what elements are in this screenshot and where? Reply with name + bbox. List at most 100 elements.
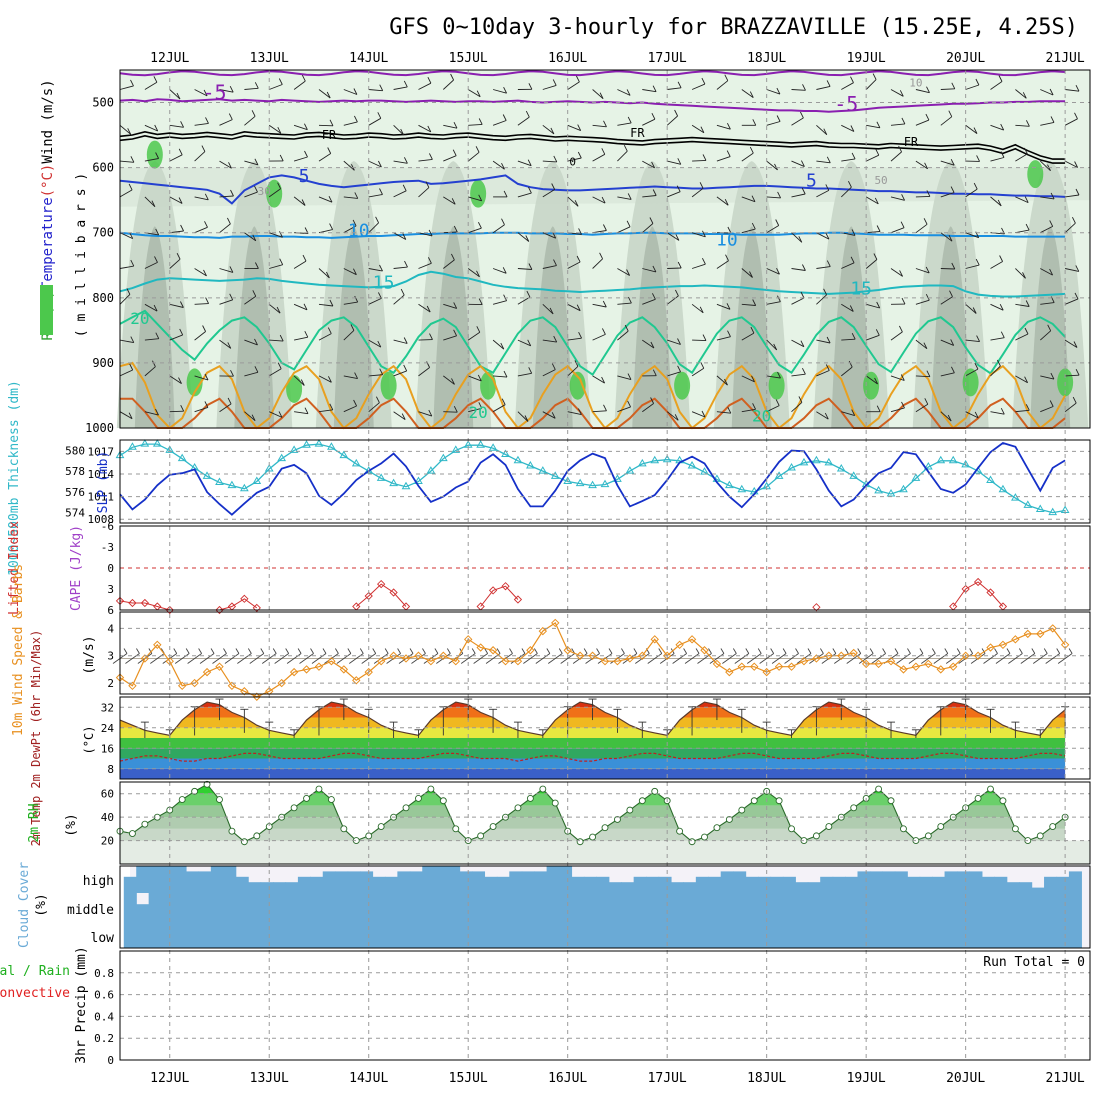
wind-barb (998, 75, 1003, 82)
tick-label: 3 (107, 583, 114, 596)
wind-barb (318, 375, 332, 383)
cloud-bar-low (1056, 921, 1070, 948)
cloud-bar-high (360, 871, 374, 893)
cloud-bar-high (708, 876, 722, 893)
wind10m-point (613, 656, 622, 666)
cloud-bar-middle (123, 893, 137, 921)
wind-barb (153, 304, 158, 312)
wind-barb (178, 377, 182, 384)
wind-barb (841, 82, 854, 90)
wind10m-point (712, 659, 722, 669)
wind10m-barb (597, 653, 613, 664)
wind-barb (277, 182, 282, 189)
wind-barb (301, 74, 306, 82)
wind-barb (623, 144, 628, 152)
rh2m-point (601, 824, 609, 832)
wind10m-barb (796, 653, 812, 664)
cloud-bar-high (123, 876, 137, 893)
thickness-point (302, 440, 311, 448)
cloud-bar-low (994, 921, 1008, 948)
wind-barb (950, 339, 955, 346)
lifted-index-line (355, 583, 407, 607)
thickness-point (687, 460, 697, 469)
wind-barb (230, 189, 234, 197)
tick-label: 600 (92, 161, 114, 175)
wind-barb (990, 303, 1004, 311)
rh2m-point (937, 823, 945, 830)
cloud-bar-low (745, 921, 759, 948)
wind-barb (329, 403, 334, 411)
cloud-bar-high (422, 866, 436, 893)
wind-barb (890, 151, 902, 162)
wind-barb (751, 375, 755, 383)
wind-barb (691, 367, 705, 377)
wind-barb (1040, 89, 1054, 96)
wind10m-barb (471, 648, 476, 654)
wind-barb (890, 89, 904, 97)
date-label-top: 18JUL (747, 51, 786, 66)
wind-barb (1015, 333, 1029, 341)
cloud-bar-middle (919, 893, 933, 921)
wind-barb (950, 366, 955, 374)
wind-barb (467, 268, 480, 278)
wind-barb (176, 92, 181, 100)
rh2m-point (875, 785, 883, 793)
wind10m-point (961, 651, 970, 660)
temperature-contour-20 (119, 309, 1066, 377)
wind-barb (318, 268, 330, 279)
wind-barb (674, 414, 679, 421)
cloud-bar-high (658, 876, 672, 893)
wind-barb (626, 269, 631, 276)
thickness-point (812, 455, 821, 464)
wind10m-point (575, 651, 585, 660)
cloud-bar-low (546, 921, 560, 948)
wind-barb (577, 151, 582, 159)
rh2m-point (128, 830, 136, 837)
wind-barb (318, 409, 333, 413)
cloud-bar-high (596, 876, 610, 893)
wind-barb (1040, 196, 1055, 200)
cloud-bar-low (161, 921, 175, 948)
wind-barb (925, 266, 930, 274)
wind-barb (426, 305, 431, 313)
wind-barb (766, 89, 781, 95)
rh2m-point (825, 823, 833, 830)
wind-barb (450, 73, 455, 81)
wind-barb (940, 268, 955, 270)
cloud-bar-high (136, 866, 150, 893)
wind-barb (799, 111, 804, 119)
wind-barb (692, 159, 707, 162)
wind-barb (915, 268, 930, 274)
wind-barb (576, 304, 581, 311)
wind-barb (965, 84, 980, 90)
wind-barb (475, 146, 480, 153)
cloud-bar-low (136, 921, 150, 948)
panel-frame-upper (119, 69, 1091, 429)
temperature-contour-5 (119, 174, 1066, 205)
wind-barb (691, 411, 706, 418)
thickness-point (538, 466, 548, 474)
wind-barb (800, 340, 805, 347)
cloud-bar-high (944, 871, 958, 893)
wind-barb (418, 262, 432, 269)
wind-barb (492, 339, 505, 350)
wind-barb (677, 261, 682, 269)
wind-barb (278, 411, 283, 418)
panel-frame-precip (119, 950, 1091, 1061)
tick-label: 3 (107, 650, 114, 663)
wind-barb (527, 339, 532, 347)
wind10m-barb (285, 648, 290, 654)
wind-barb (304, 330, 309, 338)
wind-barb (1064, 339, 1078, 348)
cloud-bar-low (695, 921, 709, 948)
wind10m-barb (324, 653, 339, 664)
wind-barb (429, 333, 433, 340)
cloud-bar-middle (820, 893, 834, 921)
wind-barb (825, 232, 830, 240)
wind-barb (940, 88, 955, 90)
thickness-point (239, 483, 249, 492)
wind10m-barb (261, 653, 277, 664)
wind-barb (940, 339, 954, 346)
wind-barb (476, 90, 481, 97)
cloud-bar-high (670, 882, 684, 893)
